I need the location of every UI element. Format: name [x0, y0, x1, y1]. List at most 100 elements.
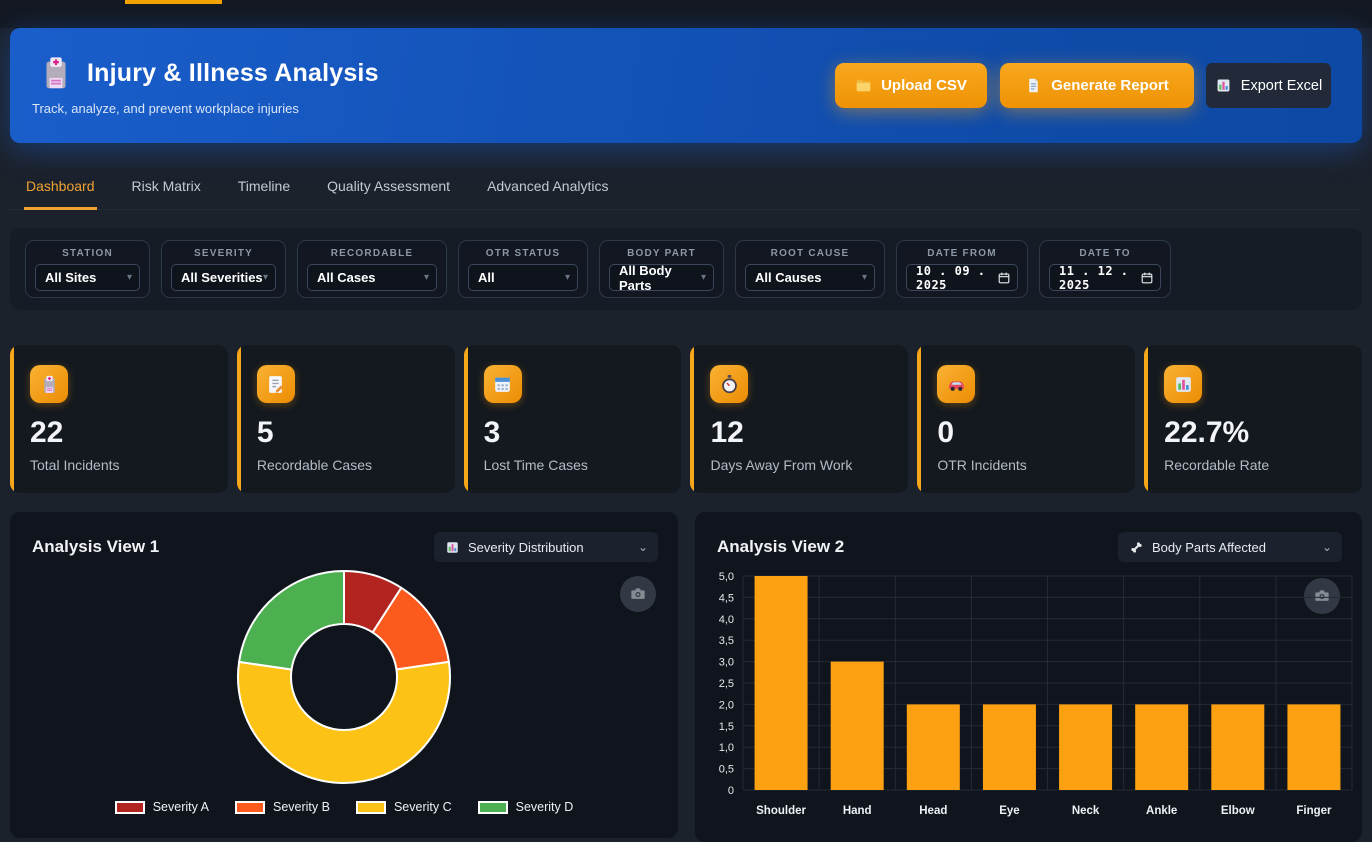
bar[interactable] [1211, 704, 1265, 790]
kpi-accent-bar [10, 345, 14, 493]
analysis-view-1-card: Analysis View 1 Severity Distribution ⌄ … [10, 512, 678, 838]
kpi-label: Days Away From Work [710, 457, 853, 473]
folder-icon [855, 77, 872, 94]
kpi-label: OTR Incidents [937, 457, 1027, 473]
chart-icon [1164, 365, 1203, 403]
otr-status-select[interactable]: All ▾ [468, 264, 578, 291]
chart-icon [445, 540, 460, 555]
tab-timeline[interactable]: Timeline [237, 178, 291, 194]
calendar-icon[interactable] [997, 271, 1011, 285]
kpi-recordable-rate: 22.7% Recordable Rate [1144, 345, 1362, 493]
tab-quality-assessment[interactable]: Quality Assessment [327, 178, 451, 194]
y-tick-label: 1,5 [719, 721, 734, 733]
download-plot-camera-button[interactable] [620, 576, 656, 612]
station-select[interactable]: All Sites ▾ [35, 264, 140, 291]
view2-chart-type-select[interactable]: Body Parts Affected ⌄ [1118, 532, 1342, 562]
date-value: 11 . 12 . 2025 [1059, 263, 1129, 292]
severity-select[interactable]: All Severities ▾ [171, 264, 276, 291]
legend-item[interactable]: Severity A [114, 800, 209, 814]
y-tick-label: 0,5 [719, 764, 734, 776]
kpi-total-incidents: 22 Total Incidents [10, 345, 228, 493]
x-category-label: Hand [843, 805, 872, 817]
chevron-down-icon: ⌄ [637, 540, 648, 554]
donut-slice[interactable] [238, 570, 345, 671]
selected-value: All Cases [317, 270, 376, 285]
legend-label: Severity D [515, 800, 574, 814]
hospital-icon [30, 365, 68, 403]
bar[interactable] [1287, 704, 1341, 790]
selected-chart-type: Body Parts Affected [1152, 539, 1266, 555]
bar[interactable] [754, 576, 808, 790]
legend-item[interactable]: Severity D [477, 800, 574, 814]
severity-donut-chart[interactable] [234, 567, 454, 787]
kpi-label: Lost Time Cases [483, 457, 588, 473]
tab-dashboard[interactable]: Dashboard [24, 166, 97, 210]
bar[interactable] [1059, 704, 1113, 790]
body-part-select[interactable]: All Body Parts ▾ [609, 263, 714, 293]
kpi-value: 22.7% [1164, 416, 1250, 449]
y-tick-label: 2,5 [719, 678, 734, 690]
legend-item[interactable]: Severity B [235, 800, 330, 814]
filter-station: STATION All Sites ▾ [25, 240, 150, 298]
filter-label: BODY PART [627, 248, 696, 259]
filter-recordable: RECORDABLE All Cases ▾ [297, 240, 447, 298]
filter-otr-status: OTR STATUS All ▾ [458, 240, 588, 298]
upload-csv-button[interactable]: Upload CSV [835, 63, 987, 108]
calendar-icon[interactable] [1140, 271, 1154, 285]
generate-report-button[interactable]: Generate Report [1000, 63, 1194, 108]
recordable-select[interactable]: All Cases ▾ [307, 264, 437, 291]
kpi-accent-bar [463, 345, 468, 493]
y-tick-label: 3,5 [719, 635, 734, 647]
tab-bar: Dashboard Risk Matrix Timeline Quality A… [10, 166, 1362, 210]
selected-value: All Sites [45, 270, 97, 285]
kpi-accent-bar [690, 345, 695, 493]
donut-slice[interactable] [237, 660, 451, 784]
x-category-label: Neck [1072, 805, 1100, 817]
download-plot-camera-button[interactable] [1304, 578, 1340, 614]
filter-label: DATE FROM [927, 248, 997, 259]
filter-body-part: BODY PART All Body Parts ▾ [599, 240, 724, 298]
x-category-label: Head [919, 805, 947, 817]
view1-chart-type-select[interactable]: Severity Distribution ⌄ [434, 532, 658, 562]
export-excel-button[interactable]: Export Excel [1206, 63, 1331, 108]
analysis-view-2-title: Analysis View 2 [717, 537, 845, 556]
bone-icon [1129, 540, 1144, 555]
kpi-value: 22 [30, 416, 64, 449]
page-subtitle: Track, analyze, and prevent workplace in… [32, 101, 299, 116]
hospital-icon [37, 54, 75, 92]
chevron-down-icon: ▾ [126, 272, 132, 283]
selected-value: All Severities [181, 270, 263, 285]
x-category-label: Elbow [1221, 805, 1255, 817]
legend-swatch [114, 800, 145, 814]
kpi-accent-bar [236, 345, 241, 493]
date-to-input[interactable]: 11 . 12 . 2025 [1049, 263, 1161, 292]
bar[interactable] [830, 661, 884, 790]
bar[interactable] [1135, 704, 1189, 790]
filter-label: ROOT CAUSE [770, 248, 850, 259]
date-from-input[interactable]: 10 . 09 . 2025 [906, 264, 1018, 292]
top-strip [0, 0, 1372, 28]
kpi-value: 12 [710, 416, 744, 449]
legend-item[interactable]: Severity C [355, 800, 452, 814]
tab-risk-matrix[interactable]: Risk Matrix [131, 178, 201, 194]
root-cause-select[interactable]: All Causes ▾ [745, 264, 875, 291]
kpi-lost-time-cases: 3 Lost Time Cases [463, 345, 682, 493]
generate-report-label: Generate Report [1051, 77, 1169, 94]
filter-label: OTR STATUS [485, 248, 561, 259]
tab-advanced-analytics[interactable]: Advanced Analytics [487, 178, 609, 194]
kpi-days-away: 12 Days Away From Work [690, 345, 909, 493]
kpi-label: Total Incidents [30, 457, 120, 473]
filter-severity: SEVERITY All Severities ▾ [161, 240, 286, 298]
upload-csv-label: Upload CSV [881, 77, 967, 94]
memo-icon [256, 365, 295, 403]
filter-label: DATE TO [1079, 248, 1131, 259]
body-parts-bar-chart[interactable]: 0 0,5 1,0 1,5 2,0 2,5 3,0 3,5 4,0 4,5 5,0 Shoulder H… [695, 562, 1362, 830]
kpi-value: 3 [483, 416, 501, 449]
bar[interactable] [982, 704, 1036, 790]
x-category-label: Finger [1296, 805, 1332, 817]
car-icon [937, 365, 976, 403]
chevron-down-icon: ⌄ [1321, 540, 1332, 554]
y-tick-label: 4,5 [719, 592, 734, 604]
legend-swatch [235, 800, 265, 814]
bar[interactable] [906, 704, 960, 790]
